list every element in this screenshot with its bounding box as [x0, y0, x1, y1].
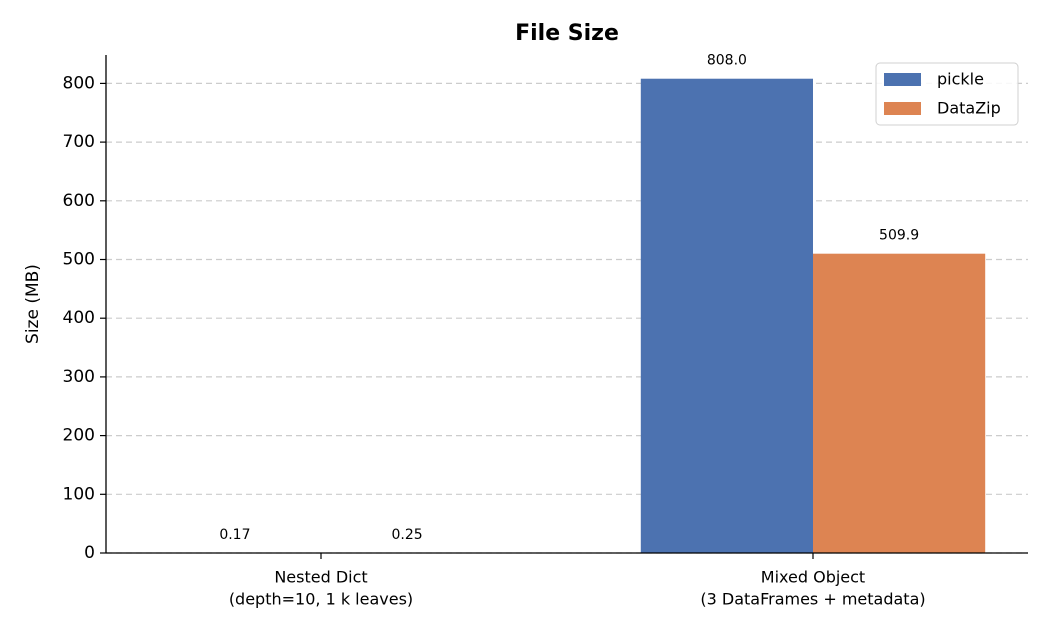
y-tick-label: 100: [63, 484, 95, 504]
legend: pickle DataZip: [875, 62, 1019, 126]
bar: [640, 78, 813, 553]
y-tick-label: 0: [84, 543, 95, 563]
value-label: 0.17: [219, 527, 250, 543]
x-tick-label: (depth=10, 1 k leaves): [229, 590, 413, 609]
y-tick-label: 500: [63, 250, 95, 270]
value-label: 509.9: [879, 228, 919, 244]
chart-title: File Size: [515, 21, 619, 46]
y-tick-label: 700: [63, 132, 95, 152]
y-axis-label: Size (MB): [23, 264, 43, 344]
legend-swatch: [884, 102, 921, 115]
x-tick-label: Mixed Object: [761, 568, 865, 587]
bar: [813, 253, 986, 553]
legend-swatch: [884, 73, 921, 86]
y-tick-label: 200: [63, 426, 95, 446]
legend-label: DataZip: [937, 99, 1001, 118]
y-tick-label: 600: [63, 191, 95, 211]
legend-label: pickle: [937, 70, 984, 89]
y-tick-label: 800: [63, 73, 95, 93]
x-tick-label: Nested Dict: [274, 568, 367, 587]
y-tick-label: 400: [63, 308, 95, 328]
y-tick-label: 300: [63, 367, 95, 387]
x-tick-label: (3 DataFrames + metadata): [700, 590, 925, 609]
value-label: 0.25: [392, 527, 423, 543]
value-label: 808.0: [707, 53, 747, 69]
